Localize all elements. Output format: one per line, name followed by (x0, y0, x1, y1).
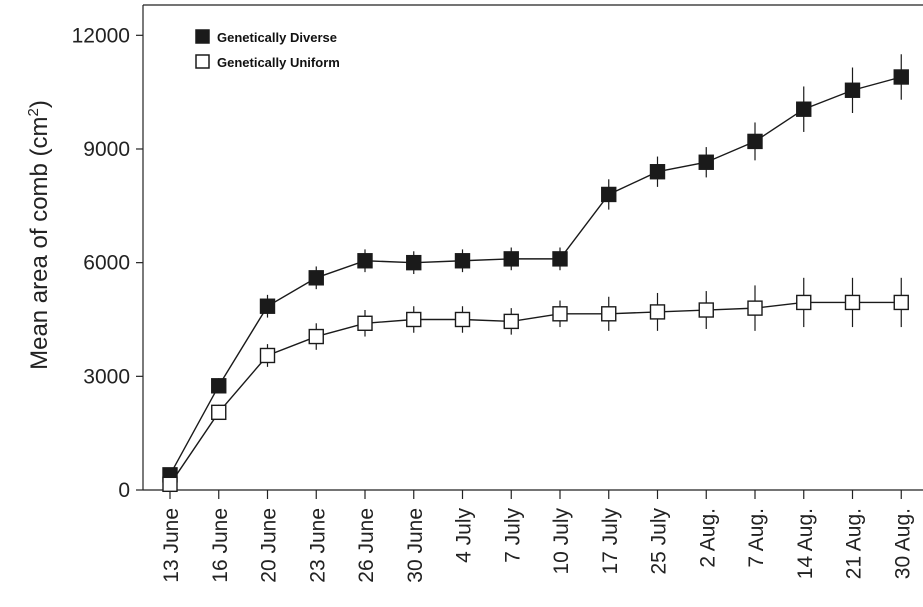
data-point (259, 347, 276, 364)
data-point (601, 186, 617, 203)
x-tick-label: 17 July (599, 508, 622, 575)
series-line (169, 301, 902, 485)
data-point (747, 300, 763, 316)
data-point (601, 306, 617, 322)
x-tick-label: 2 Aug. (696, 508, 719, 568)
data-point (211, 378, 227, 394)
y-tick-label: 12000 (72, 24, 130, 47)
data-point (844, 294, 861, 311)
y-tick-label: 3000 (83, 365, 130, 388)
data-point (747, 133, 763, 150)
data-point (552, 306, 568, 322)
data-point (454, 311, 471, 328)
data-point (649, 304, 666, 320)
y-tick-labels: 0 3000 6000 9000 12000 (72, 24, 130, 502)
x-tick-label: 30 June (404, 508, 427, 583)
data-point (406, 311, 422, 328)
y-tick-label: 9000 (83, 138, 130, 161)
data-point (844, 82, 861, 98)
x-tick-label: 13 June (160, 508, 183, 583)
data-point (259, 298, 276, 314)
x-tick-label: 14 Aug. (794, 508, 817, 579)
x-tick-label: 25 July (648, 508, 671, 575)
x-tick-label: 21 Aug. (843, 508, 866, 579)
data-point (893, 69, 909, 85)
y-axis-label: Mean area of comb (cm2) (25, 100, 53, 370)
series-layer (162, 54, 909, 493)
data-point (503, 251, 519, 267)
x-tick-label: 23 June (306, 508, 329, 583)
axes (136, 4, 923, 499)
x-tick-label: 20 June (258, 508, 281, 583)
legend-marker-diverse (195, 29, 210, 44)
y-tick-label: 6000 (83, 252, 130, 275)
series-genetically-diverse (162, 54, 909, 483)
legend-marker-uniform (195, 54, 210, 69)
x-tick-label: 4 July (453, 508, 476, 563)
data-point (796, 294, 812, 311)
data-point (893, 294, 909, 311)
x-tick-label: 10 July (550, 508, 573, 575)
x-tick-label: 7 July (501, 508, 524, 563)
data-point (552, 251, 568, 267)
data-point (406, 254, 422, 271)
data-point (698, 302, 714, 318)
y-tick-label: 0 (118, 479, 130, 502)
data-point (357, 315, 373, 331)
data-point (308, 270, 324, 286)
legend-label-uniform: Genetically Uniform (217, 55, 340, 70)
legend-label-diverse: Genetically Diverse (217, 30, 337, 45)
x-tick-label: 7 Aug. (745, 508, 768, 568)
data-point (162, 476, 178, 493)
data-point (796, 101, 812, 117)
x-tick-label: 16 June (209, 508, 232, 583)
data-point (649, 164, 666, 180)
x-tick-labels: 13 June 16 June 20 June 23 June 26 June 30 Ju… (160, 508, 914, 583)
data-point (308, 328, 324, 345)
x-tick-label: 26 June (355, 508, 378, 583)
data-point (454, 253, 471, 269)
data-point (357, 253, 373, 269)
data-point (698, 154, 714, 170)
data-point (211, 404, 227, 421)
series-line (169, 76, 902, 476)
data-point (503, 313, 519, 330)
x-tick-label: 30 Aug. (891, 508, 914, 579)
series-genetically-uniform (162, 277, 909, 493)
legend: Genetically Diverse Genetically Uniform (195, 29, 340, 70)
